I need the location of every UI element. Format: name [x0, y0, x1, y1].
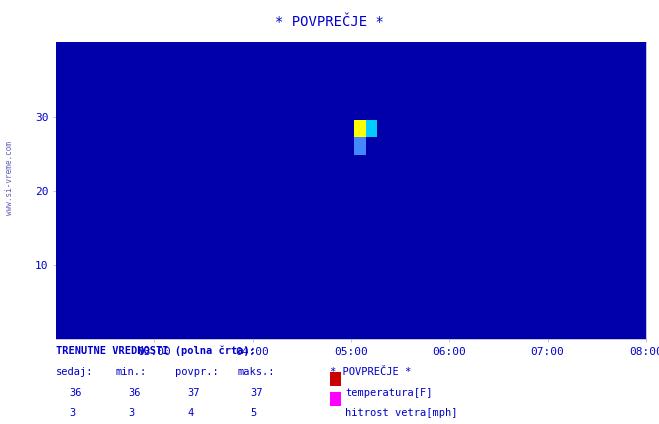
- Bar: [56, 42, 646, 339]
- Text: 36: 36: [129, 388, 141, 398]
- Text: povpr.:: povpr.:: [175, 367, 218, 377]
- Text: min.:: min.:: [115, 367, 146, 377]
- Text: 36: 36: [69, 388, 82, 398]
- Bar: [56, 42, 646, 339]
- Text: 37: 37: [188, 388, 200, 398]
- Text: hitrost vetra[mph]: hitrost vetra[mph]: [345, 408, 458, 418]
- Bar: [354, 137, 366, 155]
- Bar: [56, 42, 646, 339]
- Text: 3: 3: [129, 408, 134, 418]
- Text: * POVPREČJE *: * POVPREČJE *: [275, 15, 384, 29]
- Bar: [366, 137, 378, 155]
- Text: www.si-vreme.com: www.si-vreme.com: [195, 201, 507, 229]
- Bar: [56, 42, 646, 339]
- Bar: [354, 120, 366, 137]
- Text: * POVPREČJE *: * POVPREČJE *: [330, 367, 411, 377]
- Text: 5: 5: [250, 408, 256, 418]
- Text: 37: 37: [250, 388, 263, 398]
- Text: 4: 4: [188, 408, 194, 418]
- Bar: [366, 120, 378, 137]
- Text: www.si-vreme.com: www.si-vreme.com: [5, 141, 14, 215]
- Text: sedaj:: sedaj:: [56, 367, 94, 377]
- Text: temperatura[F]: temperatura[F]: [345, 388, 433, 398]
- Text: maks.:: maks.:: [237, 367, 275, 377]
- Text: TRENUTNE VREDNOSTI (polna črta):: TRENUTNE VREDNOSTI (polna črta):: [56, 346, 256, 356]
- Text: 3: 3: [69, 408, 75, 418]
